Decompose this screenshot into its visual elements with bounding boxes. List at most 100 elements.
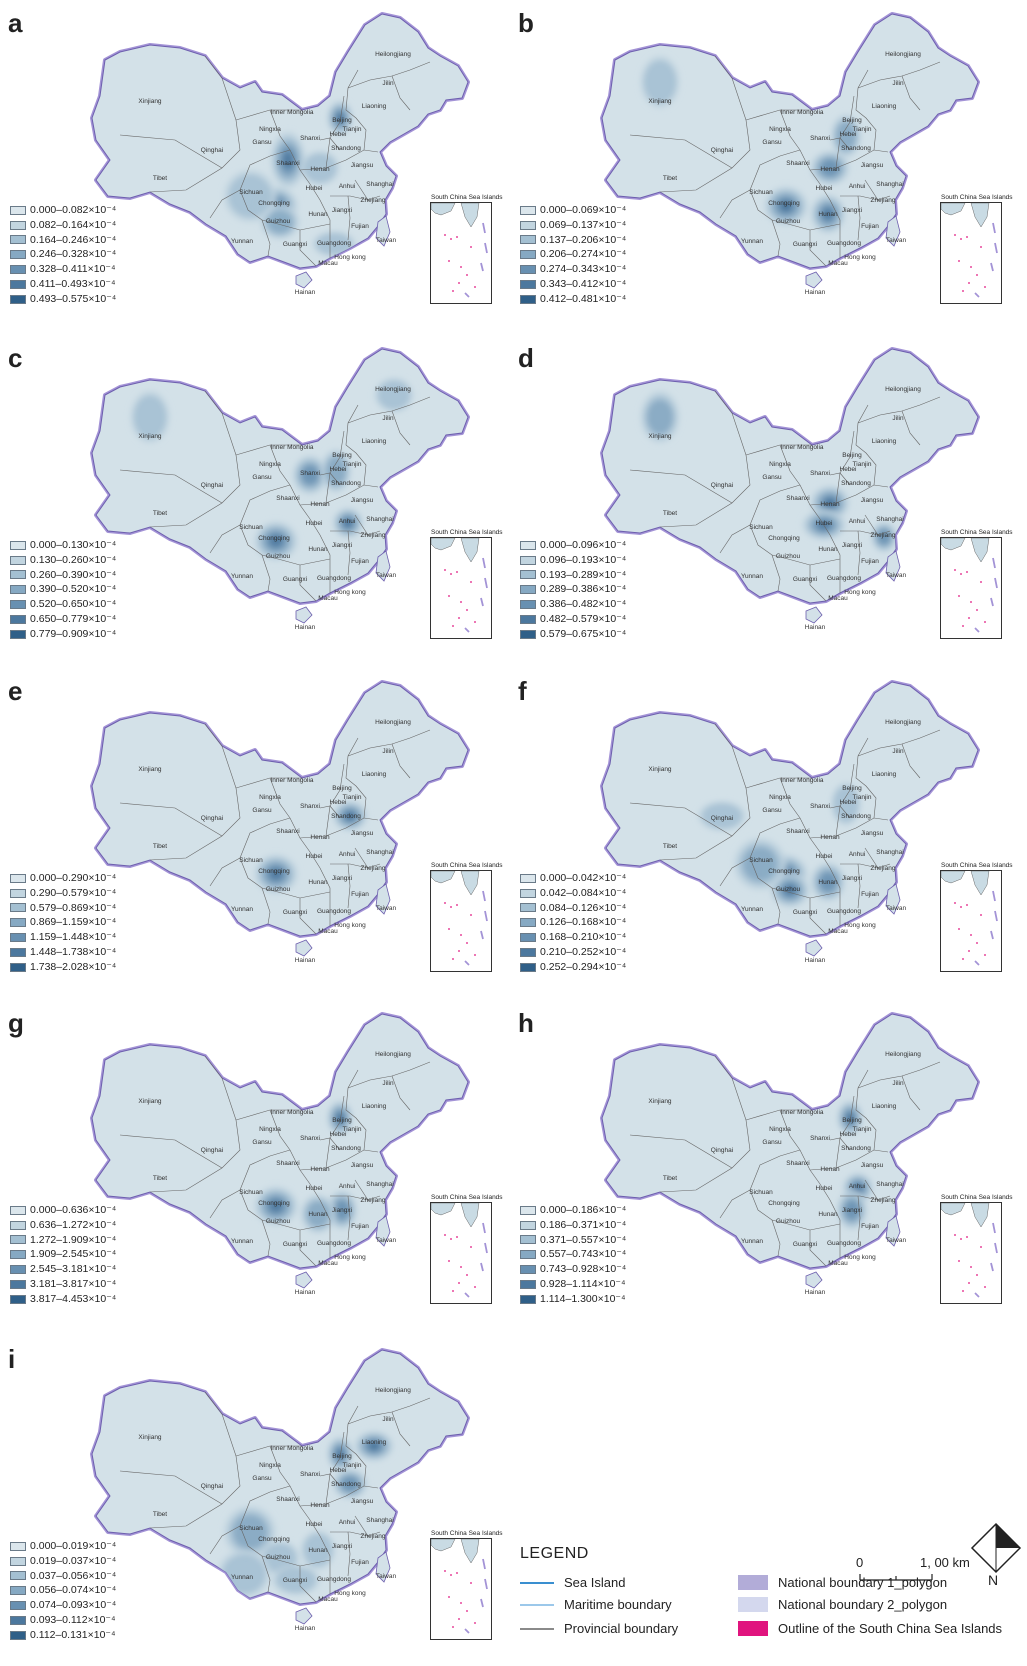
- legend-row: 0.000–0.096×10⁻⁴: [520, 538, 626, 553]
- legend-row: 3.817–4.453×10⁻⁴: [10, 1292, 116, 1307]
- density-hotspot: [301, 465, 319, 485]
- inset-title: South China Sea Islands: [431, 1530, 503, 1537]
- legend-row: 0.000–0.082×10⁻⁴: [10, 203, 116, 218]
- inset-map: [940, 537, 998, 633]
- province-label: Sichuan: [239, 857, 263, 864]
- legend-label: 0.928–1.114×10⁻⁴: [540, 1277, 626, 1290]
- legend-label: 1.159–1.448×10⁻⁴: [30, 931, 117, 944]
- legend-label: 0.650–0.779×10⁻⁴: [30, 612, 117, 625]
- provincial-boundary: [149, 723, 241, 861]
- china-map: Xinjiang Tibet Qinghai Gansu Inner Mongolia N…: [600, 347, 980, 631]
- dashed-boundary-segment: [994, 242, 998, 254]
- provincial-boundary: [330, 1531, 381, 1537]
- province-label: Hunan: [308, 1547, 328, 1554]
- province-label: Chongqing: [768, 1200, 800, 1207]
- legend-item: National boundary 1_polygon: [738, 1575, 947, 1590]
- legend-swatch: [10, 1586, 26, 1596]
- province-label: Gansu: [252, 807, 272, 814]
- legend-row: 3.181–3.817×10⁻⁴: [10, 1277, 116, 1292]
- dashed-boundary-segment: [484, 577, 488, 589]
- province-label: Jiangxi: [332, 207, 352, 214]
- province-label: Ningxia: [259, 1462, 281, 1469]
- sea-island-mark: [966, 571, 968, 573]
- density-hotspot: [303, 153, 337, 183]
- sea-island-mark: [474, 621, 476, 623]
- sea-island-mark: [958, 260, 960, 262]
- province-label: Xinjiang: [138, 1434, 162, 1441]
- legend-row: 1.448–1.738×10⁻⁴: [10, 945, 116, 960]
- province-label: Jilin: [382, 748, 394, 755]
- provincial-boundary: [829, 1137, 851, 1151]
- province-label: Yunnan: [231, 1238, 253, 1245]
- sea-island-mark: [474, 1622, 476, 1624]
- sea-island-mark: [466, 942, 468, 944]
- density-hotspot: [263, 1543, 297, 1573]
- legend-swatch: [520, 903, 536, 913]
- legend-label: 0.743–0.928×10⁻⁴: [540, 1263, 627, 1276]
- legend-label: 0.000–0.082×10⁻⁴: [30, 204, 117, 216]
- provincial-boundary: [354, 514, 369, 536]
- provincial-boundary: [239, 817, 331, 899]
- legend-item: Maritime boundary: [520, 1597, 672, 1612]
- province-label: Guizhou: [266, 218, 291, 225]
- legend-label: 0.290–0.579×10⁻⁴: [30, 886, 117, 899]
- taiwan-island: [375, 1551, 391, 1583]
- province-label: Tibet: [663, 510, 677, 517]
- provincial-boundary: [209, 189, 241, 219]
- provincial-boundary: [299, 484, 379, 506]
- province-label: Hebei: [840, 466, 857, 473]
- provincial-boundary: [149, 1391, 241, 1529]
- province-label: Guangdong: [317, 240, 351, 247]
- provincial-boundary: [809, 1149, 889, 1171]
- density-hotspot: [743, 847, 777, 881]
- legend-label: 0.042–0.084×10⁻⁴: [540, 886, 627, 899]
- provincial-boundary: [809, 230, 827, 267]
- provincial-boundary: [809, 565, 827, 602]
- province-label: Jiangsu: [861, 497, 884, 504]
- legend-row: 0.056–0.074×10⁻⁴: [10, 1583, 116, 1598]
- province-label: Yunnan: [231, 238, 253, 245]
- province-label: Liaoning: [872, 771, 897, 778]
- legend-line-symbol: [520, 1603, 554, 1606]
- province-label: Hebei: [330, 799, 347, 806]
- province-label: Hunan: [308, 546, 328, 553]
- provincial-boundary: [835, 1095, 855, 1169]
- province-label: Shanghai: [876, 181, 903, 188]
- dashed-boundary-segment: [974, 1292, 980, 1298]
- legend-item-label: Sea Island: [564, 1575, 626, 1590]
- inset-title: South China Sea Islands: [941, 529, 1013, 536]
- province-label: Liaoning: [362, 1439, 387, 1446]
- provincial-boundary: [771, 219, 781, 257]
- sea-island-mark: [960, 1238, 962, 1240]
- sea-island-mark: [444, 1570, 446, 1572]
- provincial-boundary: [330, 863, 381, 869]
- province-label: Hebei: [840, 131, 857, 138]
- legend-row: 0.193–0.289×10⁻⁴: [520, 568, 626, 583]
- taiwan-island: [375, 550, 391, 582]
- province-label: Yunnan: [741, 573, 763, 580]
- provincial-boundary: [901, 1075, 921, 1111]
- sea-island-mark: [456, 571, 458, 573]
- legend-row: 0.019–0.037×10⁻⁴: [10, 1554, 116, 1569]
- sea-island-mark: [450, 1574, 452, 1576]
- legend-swatch: [520, 570, 536, 580]
- legend-swatch: [10, 1556, 26, 1566]
- map-panel-c: Xinjiang Tibet Qinghai Gansu Inner Mongolia N…: [0, 335, 503, 665]
- legend-row: 0.164–0.246×10⁻⁴: [10, 233, 116, 248]
- provincial-boundary: [345, 737, 367, 819]
- province-label: Ningxia: [259, 794, 281, 801]
- provincial-boundary: [239, 1149, 331, 1231]
- map-panel-h: Xinjiang Tibet Qinghai Gansu Inner Mongolia N…: [510, 1000, 1013, 1330]
- province-label: Jiangxi: [332, 1207, 352, 1214]
- sea-island-mark: [474, 954, 476, 956]
- province-label: Jiangsu: [351, 497, 374, 504]
- legend-label: 0.520–0.650×10⁻⁴: [30, 598, 117, 611]
- sea-island-mark: [960, 238, 962, 240]
- inset-title: South China Sea Islands: [941, 194, 1013, 201]
- province-label: Hebei: [840, 1131, 857, 1138]
- hainan-island: [295, 939, 313, 957]
- legend-swatch: [520, 1279, 536, 1289]
- province-label: Hainan: [805, 1289, 826, 1296]
- legend-swatch: [520, 1235, 536, 1245]
- legend-label: 0.084–0.126×10⁻⁴: [540, 901, 627, 914]
